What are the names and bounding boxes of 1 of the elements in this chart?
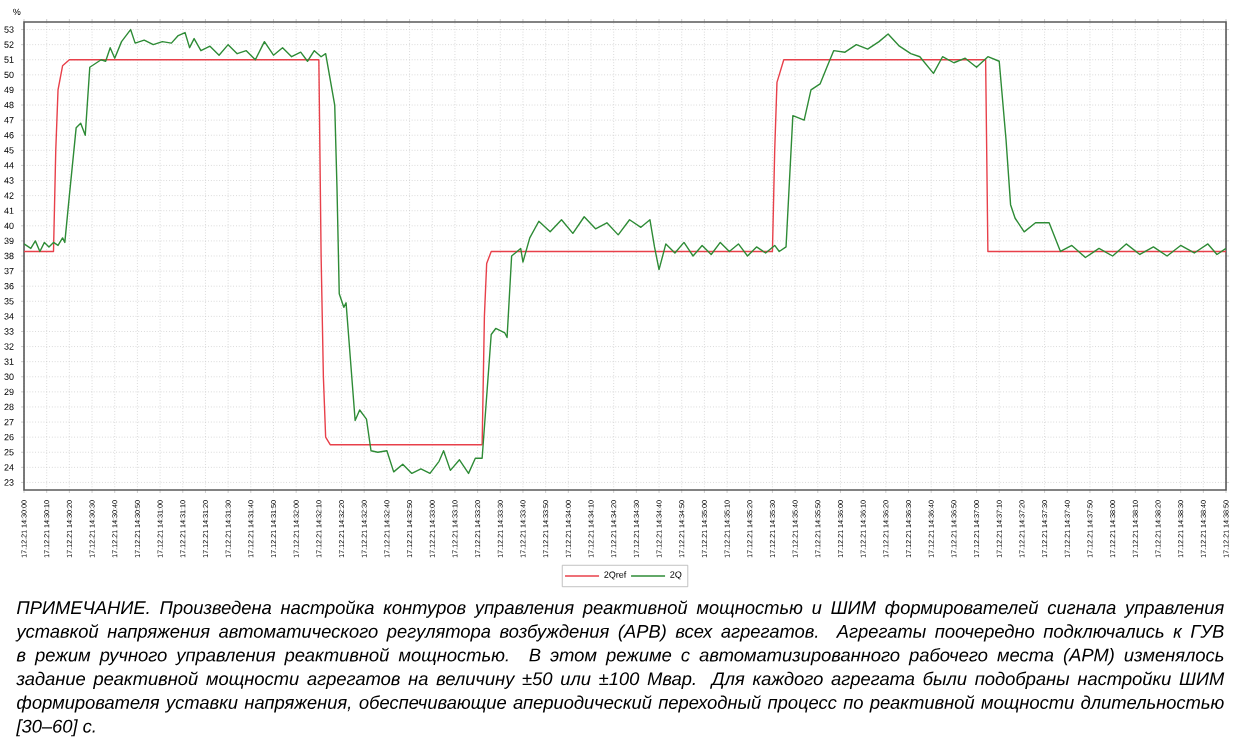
- text: ПРИМЕЧАНИЕ. Произведена настройка контуров управления реактивной мощностью и ШИМ формирователей сигнала управления уставкой напряжения автоматического регулятора возбуждения (АРВ) всех агрегатов. Агрегаты поочередно подключались к ГУВ в режим ручного управления реактивной мощностью. В этом режиме с автоматизированного рабочего места (АРМ) изменялось задание реактивной мощности агрегатов на величину ±50 или ±100 Мвар. Для каждого агрегата были подобраны настройки ШИМ формирователя уставки напряжения, обеспечивающие апериодический переходный процесс по реактивной мощности длительностью [30–60] с.: [15, 600, 1225, 737]
